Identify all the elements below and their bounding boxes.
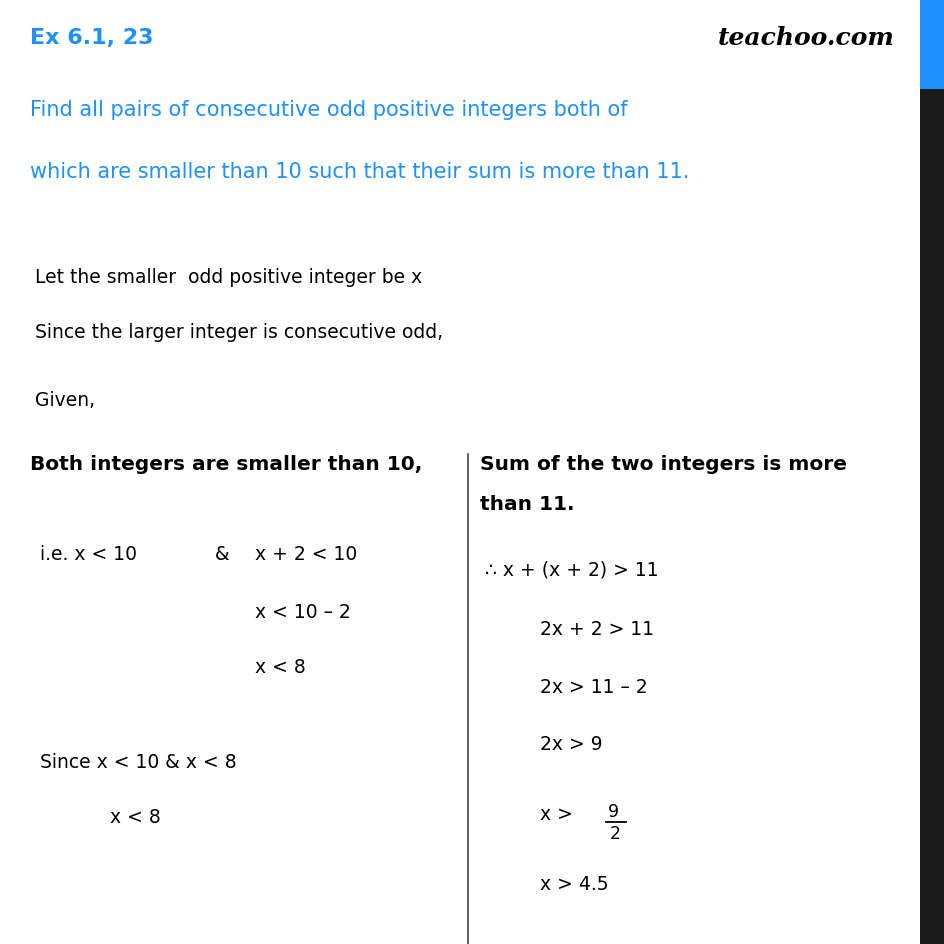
Text: Both integers are smaller than 10,: Both integers are smaller than 10, [30,454,422,474]
Text: Since the larger integer is consecutive odd,: Since the larger integer is consecutive … [35,323,443,342]
Text: 2x + 2 > 11: 2x + 2 > 11 [539,619,653,638]
Text: teachoo.com: teachoo.com [717,26,894,50]
Text: Sum of the two integers is more: Sum of the two integers is more [480,454,846,474]
Bar [919,0,944,90]
Text: Since x < 10 & x < 8: Since x < 10 & x < 8 [40,752,236,771]
Text: 2x > 9: 2x > 9 [539,734,602,753]
Text: 2x > 11 – 2: 2x > 11 – 2 [539,677,647,697]
Text: 9: 9 [607,802,618,820]
Text: Find all pairs of consecutive odd positive integers both of: Find all pairs of consecutive odd positi… [30,100,627,120]
Text: x >: x > [539,804,579,823]
Text: x < 8: x < 8 [110,807,160,826]
Text: Let the smaller  odd positive integer be x: Let the smaller odd positive integer be … [35,268,422,287]
Text: 2: 2 [610,824,620,842]
Text: x < 8: x < 8 [255,657,306,676]
Text: x > 4.5: x > 4.5 [539,874,608,893]
Text: &: & [215,545,229,564]
Bar [919,90,944,944]
Text: ∴ x + (x + 2) > 11: ∴ x + (x + 2) > 11 [484,560,658,579]
Text: than 11.: than 11. [480,495,574,514]
Text: x + 2 < 10: x + 2 < 10 [255,545,357,564]
Text: Ex 6.1, 23: Ex 6.1, 23 [30,28,153,48]
Text: i.e. x < 10: i.e. x < 10 [40,545,137,564]
Text: Given,: Given, [35,391,95,410]
Text: x < 10 – 2: x < 10 – 2 [255,602,350,621]
Text: which are smaller than 10 such that their sum is more than 11.: which are smaller than 10 such that thei… [30,161,688,182]
